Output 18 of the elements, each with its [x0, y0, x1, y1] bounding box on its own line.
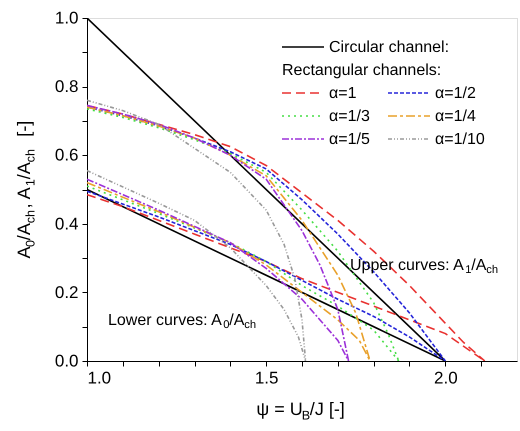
y-tick-label: 0.8: [54, 77, 78, 96]
y-tick-label: 0.4: [54, 214, 78, 234]
x-tick-label: 1.5: [254, 368, 278, 388]
x-tick-label: 1.0: [88, 368, 112, 388]
legend-title: Rectangular channels:: [282, 62, 442, 79]
text: A0/Ach, A1/Ach [-]: [14, 120, 38, 259]
y-tick-label: 0.0: [54, 352, 78, 370]
legend-label: α=1/3: [329, 108, 370, 125]
y-tick-label: 0.6: [54, 146, 78, 165]
legend-label: α=1/4: [435, 108, 476, 125]
y-tick-label: 1.0: [54, 8, 78, 28]
legend-label: α=1/2: [435, 85, 476, 102]
legend-label: α=1/10: [435, 131, 485, 148]
legend-label: Circular channel:: [329, 39, 450, 56]
y-tick-label: 0.2: [54, 282, 78, 302]
legend-label: α=1/5: [329, 131, 370, 148]
legend-label: α=1: [329, 85, 357, 102]
x-tick-label: 2.0: [434, 368, 458, 388]
